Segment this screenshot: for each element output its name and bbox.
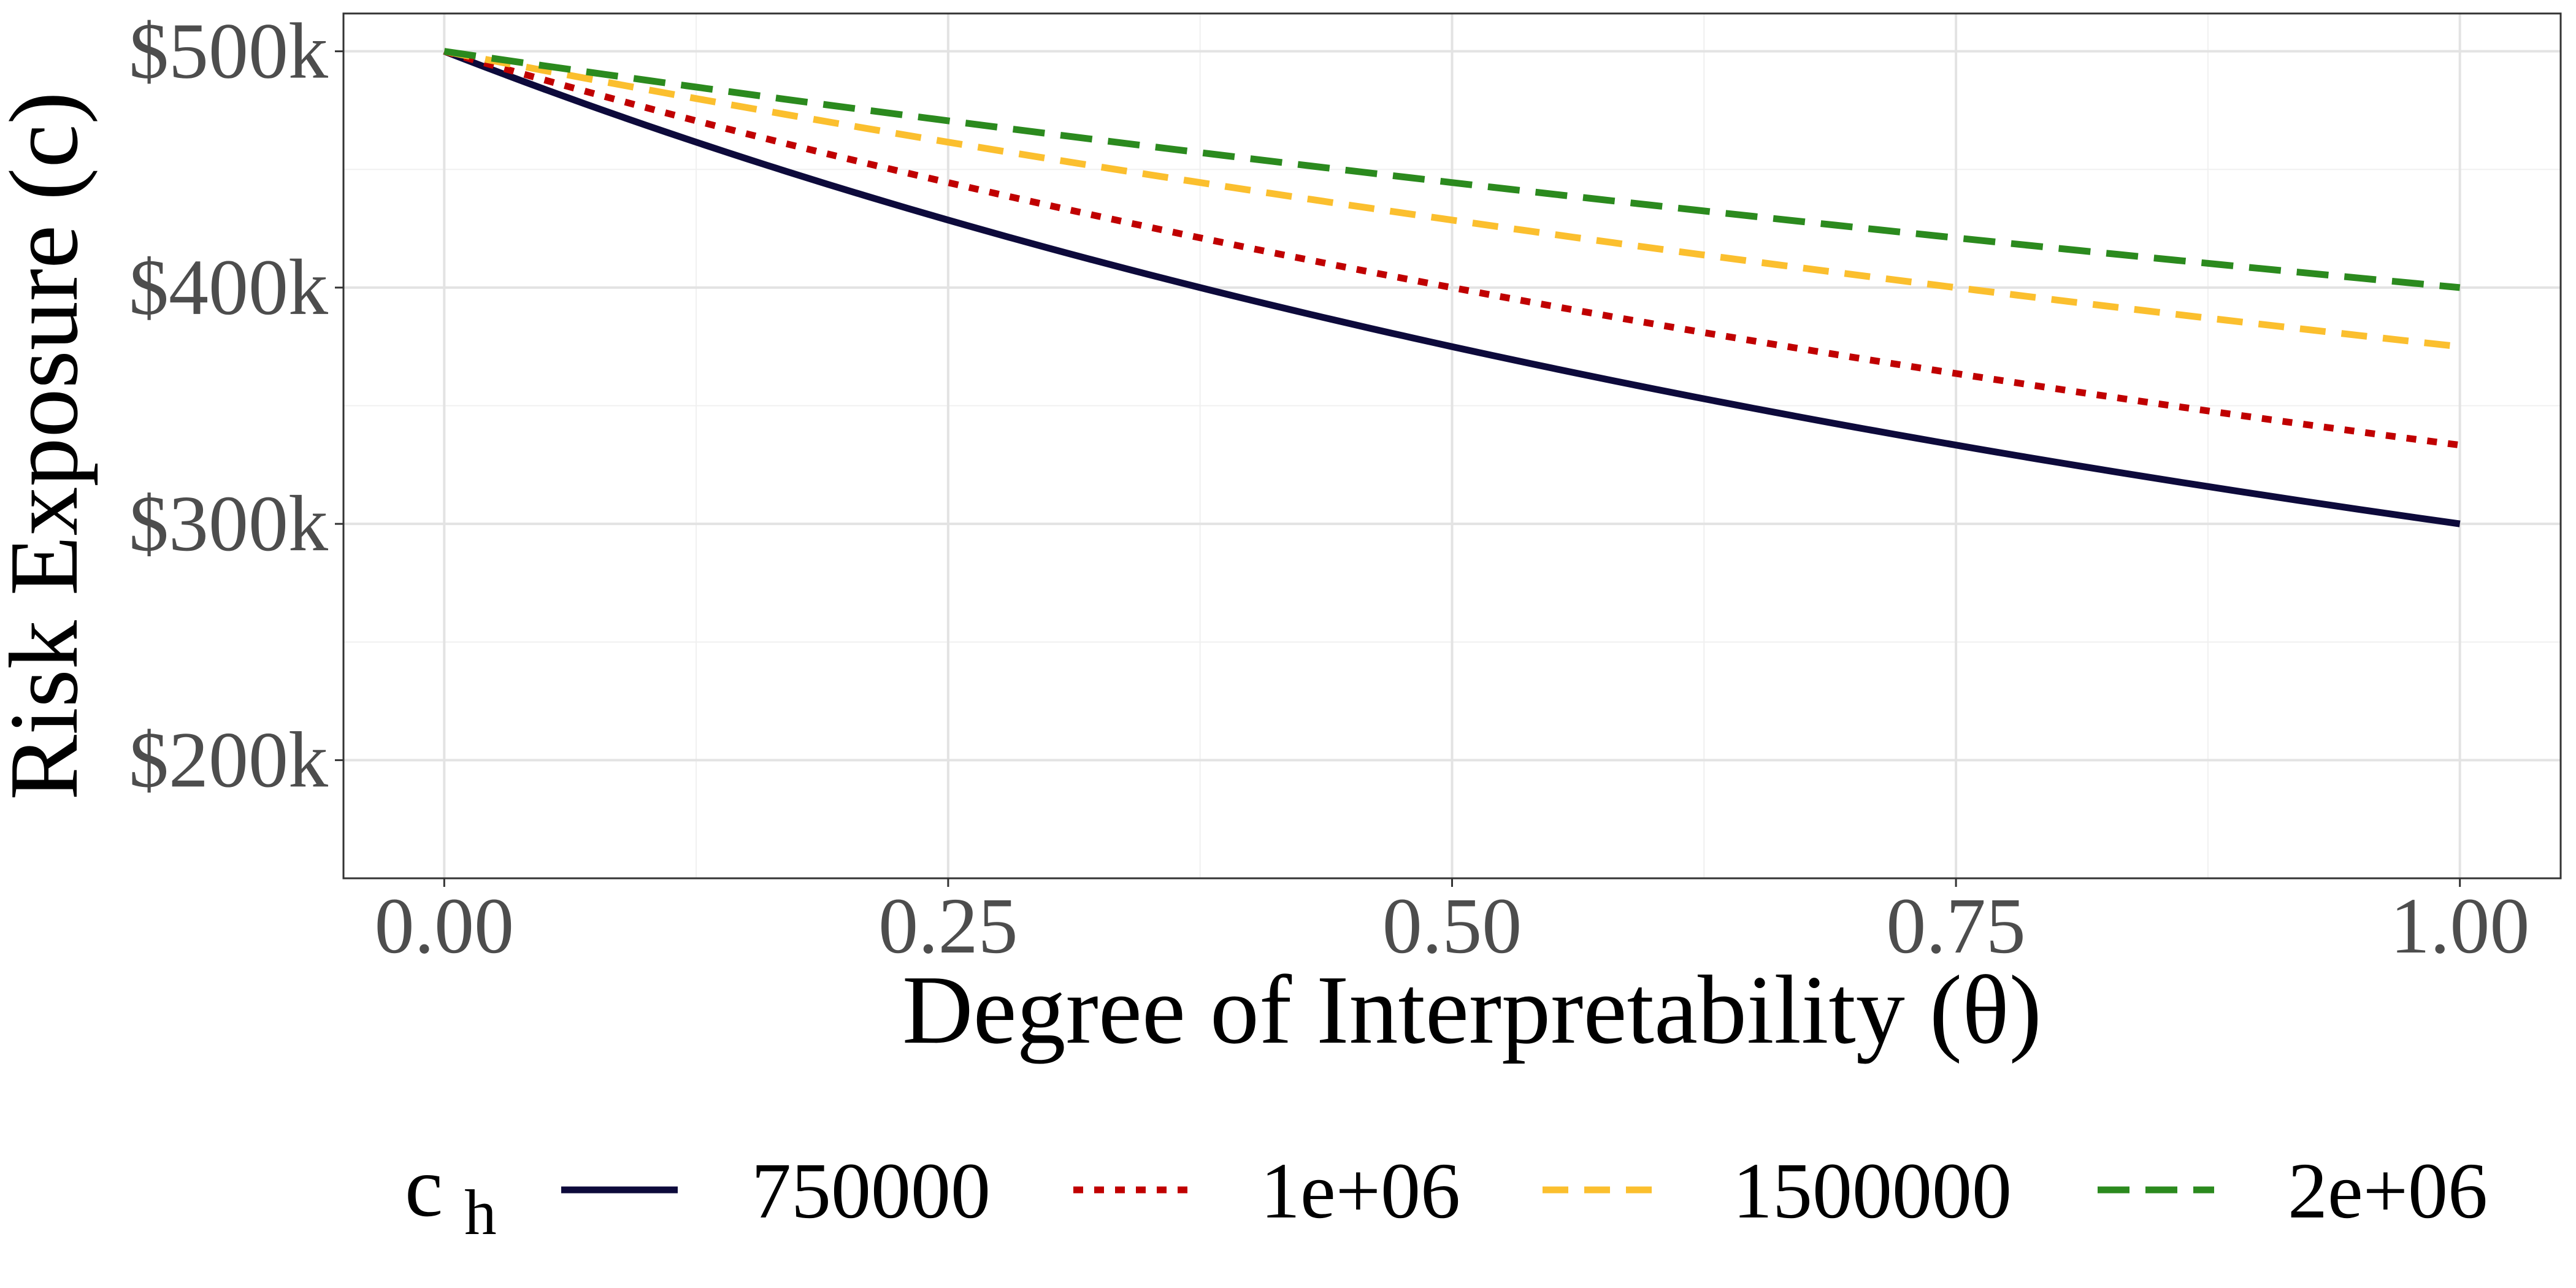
series-layer [443, 48, 2461, 527]
y-tick-label-2: $400k [129, 243, 328, 332]
legend-label-3: 2e+06 [2288, 1147, 2488, 1235]
grid-layer [343, 13, 2561, 878]
x-tick-label-3: 0.75 [1886, 882, 2026, 970]
y-tick-label-1: $300k [129, 480, 328, 568]
y-tick-label-3: $500k [129, 7, 328, 96]
x-tick-label-2: 0.50 [1382, 882, 1522, 970]
axis-layer: 0.00 0.25 0.50 0.75 1.00 $200k $300k $400k $500k [129, 7, 2529, 970]
y-axis-title: Risk Exposure (c) [0, 91, 98, 800]
legend-title-main: c [405, 1140, 443, 1235]
legend-label-0: 750000 [751, 1147, 991, 1235]
x-tick-label-1: 0.25 [878, 882, 1018, 970]
legend: c h 750000 1e+06 1500000 2e+06 [405, 1140, 2488, 1248]
legend-title-subscript: h [464, 1176, 497, 1248]
legend-label-1: 1e+06 [1260, 1147, 1460, 1235]
x-tick-label-4: 1.00 [2390, 882, 2530, 970]
series-line-2 [443, 48, 2461, 350]
series-line-0 [443, 48, 2461, 527]
x-axis-title: Degree of Interpretability (θ) [902, 955, 2042, 1064]
series-line-3 [443, 48, 2461, 291]
series-line-1 [443, 48, 2461, 449]
y-tick-label-0: $200k [129, 716, 328, 804]
legend-title: c h [405, 1140, 497, 1248]
legend-label-2: 1500000 [1733, 1147, 2012, 1235]
x-tick-label-0: 0.00 [375, 882, 515, 970]
